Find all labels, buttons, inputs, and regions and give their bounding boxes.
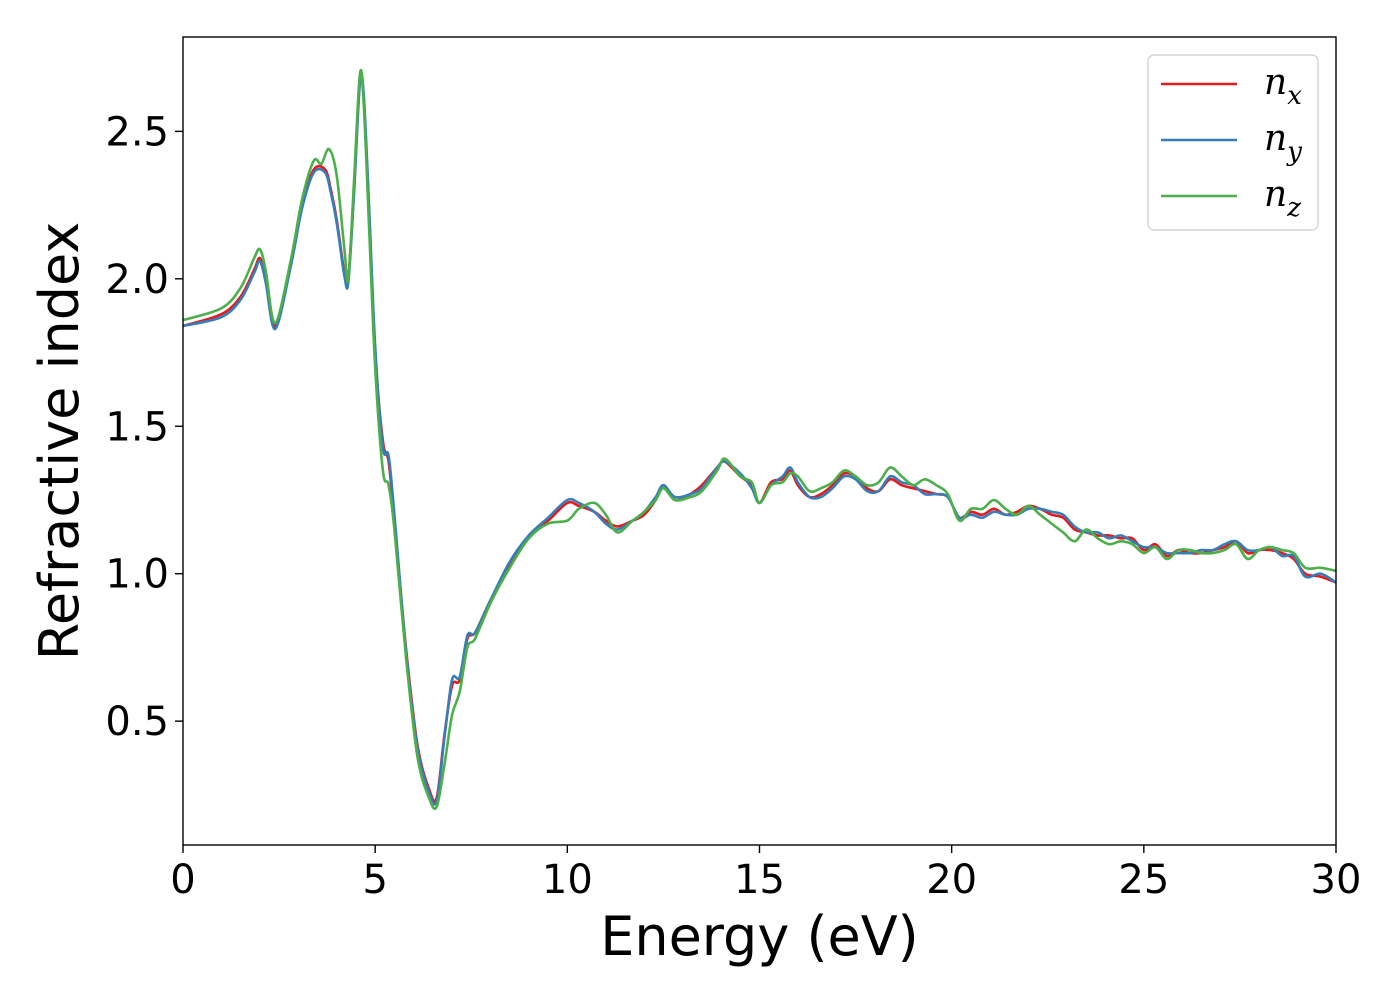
- series-layer: [182, 68, 1337, 811]
- legend-label-subscript: x: [1287, 81, 1302, 111]
- y-tick-label: 2.5: [105, 109, 169, 155]
- legend-box: [1147, 54, 1319, 231]
- x-tick-label: 5: [362, 857, 387, 903]
- y-tick-label: 1.5: [105, 404, 169, 450]
- x-tick-label: 0: [170, 857, 195, 903]
- y-tick-label: 2.0: [105, 257, 169, 303]
- x-axis-ticks: 0 5 10 15 20 25 30: [170, 845, 1361, 903]
- x-axis-label: Energy (eV): [600, 905, 919, 968]
- plot-background: [183, 37, 1336, 845]
- x-tick-label: 30: [1311, 857, 1362, 903]
- x-tick-label: 20: [926, 857, 977, 903]
- x-tick-label: 15: [734, 857, 785, 903]
- x-tick-label: 10: [542, 857, 593, 903]
- y-tick-label: 0.5: [105, 699, 169, 745]
- legend-label-subscript: z: [1286, 193, 1301, 223]
- y-axis-ticks: 0.5 1.0 1.5 2.0 2.5: [105, 109, 183, 745]
- y-axis-label: Refractive index: [28, 222, 91, 661]
- y-tick-label: 1.0: [105, 552, 169, 598]
- legend-label-subscript: y: [1286, 137, 1302, 167]
- x-tick-label: 25: [1118, 857, 1169, 903]
- series-line-z: [182, 68, 1337, 811]
